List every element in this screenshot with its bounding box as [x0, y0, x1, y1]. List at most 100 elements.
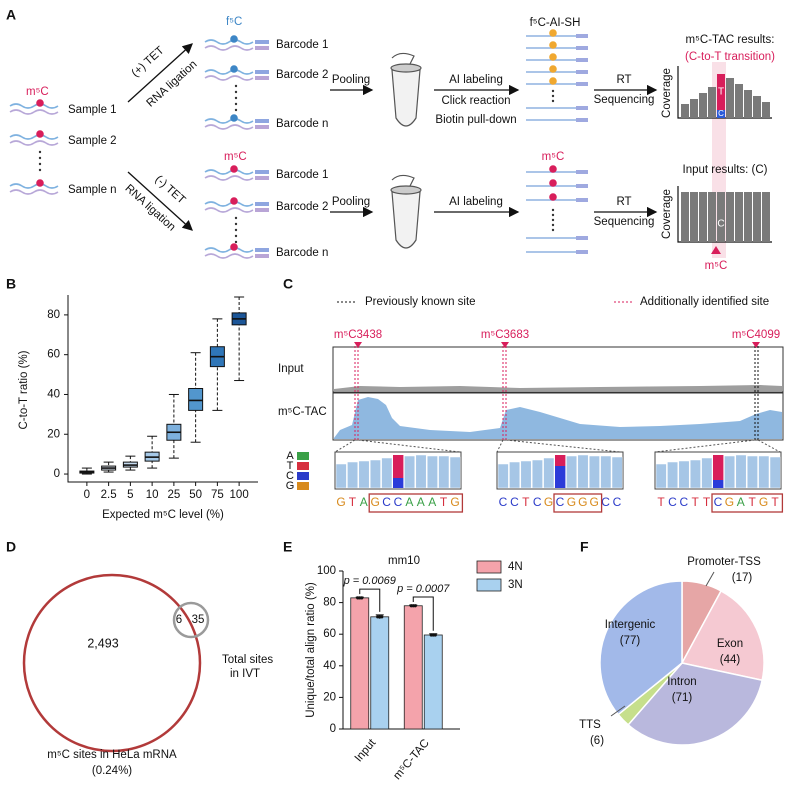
base-letter: G — [725, 495, 734, 509]
rna — [204, 169, 254, 175]
rna — [204, 253, 254, 259]
panel-label: B — [6, 276, 16, 292]
legend-swatch — [476, 560, 502, 574]
tac-coverage — [334, 397, 782, 439]
label: AI labeling — [449, 74, 503, 86]
label: Click reaction — [441, 95, 510, 107]
tubes — [390, 52, 422, 249]
mod-dot — [549, 29, 557, 37]
pie-slice — [680, 589, 765, 682]
panel-label: E — [283, 539, 292, 555]
zoom-bar — [531, 459, 543, 489]
base-letter: T — [771, 495, 779, 509]
pie-slice — [599, 580, 683, 716]
base-letter: C — [382, 495, 391, 509]
label: Barcode n — [276, 118, 328, 130]
legend-label: 3N — [508, 579, 523, 591]
zoom-bar — [566, 455, 578, 489]
rna — [204, 39, 254, 45]
label: in IVT — [230, 668, 260, 680]
zoom-bar — [689, 459, 701, 489]
label: (-) TET — [153, 173, 188, 206]
x-tick-label: 50 — [189, 489, 202, 501]
coverage-bar — [744, 90, 752, 118]
label: T — [718, 87, 724, 98]
zoom-bar — [449, 456, 461, 489]
base-letter: C — [499, 495, 508, 509]
ellipsis-dot — [234, 222, 238, 226]
zoom-bar — [600, 455, 612, 489]
zoom-bar — [724, 455, 736, 489]
coverage-bar — [735, 84, 743, 118]
m5c-dot — [36, 179, 44, 187]
ellipsis-dot — [234, 216, 238, 220]
x-tick-label: 2.5 — [101, 489, 117, 501]
coverage-bar — [744, 192, 752, 242]
site-lines — [334, 346, 781, 453]
ellipsis-dot — [551, 223, 555, 227]
ellipsis-dot — [38, 162, 42, 166]
slice-label: TTS — [579, 719, 601, 731]
label: RT — [616, 196, 631, 208]
zoom-bar — [358, 460, 370, 489]
barcode — [255, 76, 269, 80]
mod-dot — [230, 197, 238, 205]
bar — [370, 616, 390, 730]
m5c-dot — [36, 130, 44, 138]
zoom-bar — [335, 463, 347, 489]
mod-dot — [549, 41, 557, 49]
label: C — [717, 219, 724, 230]
zoom-bar — [758, 455, 770, 489]
coverage-bar — [681, 192, 689, 242]
mod-dot — [230, 65, 238, 73]
label: 35 — [192, 614, 205, 626]
tube-cap — [390, 185, 422, 195]
motif-box — [553, 493, 603, 513]
label: Coverage — [661, 189, 673, 239]
label: G — [286, 480, 295, 492]
tube-lid — [391, 52, 415, 65]
m5c-dot — [36, 99, 44, 107]
ellipsis-dot — [234, 240, 238, 244]
base-letter: G — [450, 495, 459, 509]
coverage-bar — [762, 102, 770, 118]
coverage-bar — [762, 192, 770, 242]
rna — [9, 109, 59, 115]
rna — [204, 247, 254, 253]
label: T — [287, 460, 294, 472]
zoom-bar — [701, 457, 713, 489]
ellipsis-dot — [234, 90, 238, 94]
slice-value: (6) — [590, 735, 604, 747]
barcode — [255, 254, 269, 258]
ellipsis-dot — [234, 108, 238, 112]
label: Barcode 1 — [276, 169, 328, 181]
barcode — [255, 208, 269, 212]
zoom-bar — [588, 455, 600, 489]
rna — [9, 189, 59, 195]
base-letter: T — [522, 495, 530, 509]
label: Input results: (C) — [683, 164, 768, 176]
y-tick-label: 0 — [330, 723, 336, 735]
label: f⁵C — [226, 16, 242, 28]
label: AI labeling — [449, 196, 503, 208]
leader-line — [610, 705, 626, 717]
mod-dot — [549, 179, 557, 187]
label: m⁵C — [224, 151, 247, 163]
coverage-bar — [717, 74, 725, 110]
rna — [204, 75, 254, 81]
mod-dot — [549, 77, 557, 85]
mod-dot — [230, 243, 238, 251]
zoom-bar — [769, 456, 781, 489]
ellipsis-dot — [234, 102, 238, 106]
rna — [204, 45, 254, 51]
label: m⁵C3438 — [334, 329, 382, 341]
label: (+) TET — [129, 44, 166, 79]
zoom-bar — [655, 463, 667, 489]
x-tick-label: 10 — [146, 489, 159, 501]
slice-label: Intron — [667, 676, 696, 688]
base-letter: C — [601, 495, 610, 509]
base-letter: A — [360, 495, 368, 509]
site-marker — [752, 342, 760, 348]
ellipsis-dot — [234, 234, 238, 238]
base-letter: C — [679, 495, 688, 509]
